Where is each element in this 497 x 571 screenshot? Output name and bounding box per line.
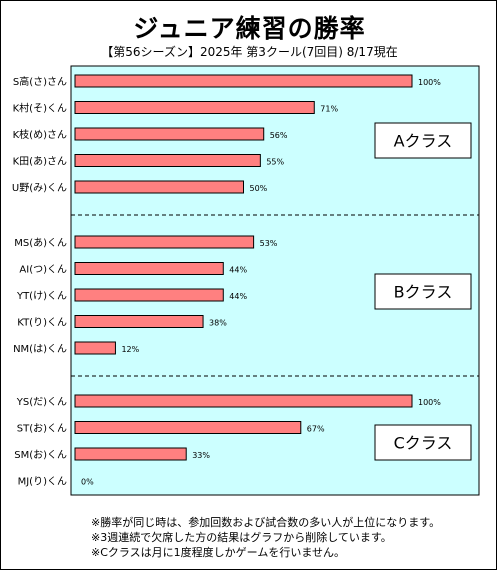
bar [74,154,261,167]
bar [74,235,255,249]
data-label: 44% [229,292,247,301]
data-label: 50% [250,184,268,193]
bar [74,315,204,328]
data-label: 100% [418,78,441,87]
group-label-box [374,424,472,461]
data-label: 33% [192,451,210,460]
bar [74,101,315,114]
chart-subtitle: 【第56シーズン】2025年 第3クール(7回目) 8/17現在 [101,45,398,59]
bar [74,447,187,461]
bar [74,394,413,408]
note-line: ※Cクラスは月に1度程度しかゲームを行いません。 [91,546,346,559]
data-label: 0% [81,478,94,487]
data-label: 12% [121,345,139,354]
data-label: 67% [307,425,325,434]
data-label: 53% [260,239,278,248]
group-label-box [374,273,472,310]
data-label: 38% [209,319,227,328]
chart-title: ジュニア練習の勝率 [133,14,366,43]
group-label: Aクラス [394,132,453,151]
data-label: 44% [229,266,247,275]
category-label: AI(つ)くん [19,264,67,276]
category-label: U野(み)くん [12,182,67,194]
bar [74,180,244,194]
category-label: K田(あ)さん [13,156,67,168]
category-label: KT(り)くん [17,317,67,329]
bar [74,341,116,355]
bar [74,127,265,141]
group-label-box [374,122,472,159]
category-label: YS(だ)くん [16,396,67,408]
data-label: 55% [266,158,284,167]
data-label: 100% [418,398,441,407]
category-label: MS(あ)くん [14,237,67,249]
data-label: 56% [270,131,288,140]
group-label: Cクラス [394,434,453,453]
bar [74,262,224,275]
category-label: NM(は)くん [13,343,67,355]
bar [74,421,302,434]
category-label: MJ(り)くん [18,476,67,488]
category-label: K村(そ)くん [13,102,67,115]
category-label: SM(お)くん [14,449,67,461]
bar [74,74,413,88]
category-label: ST(お)くん [17,423,67,435]
note-line: ※勝率が同じ時は、参加回数および試合数の多い人が上位になります。 [91,516,441,529]
group-label: Bクラス [394,283,453,302]
category-label: YT(け)くん [16,290,67,302]
category-label: S高(さ)さん [13,75,67,88]
category-label: K枝(め)さん [13,128,67,141]
bar [74,288,224,302]
data-label: 71% [320,105,338,114]
note-line: ※3週連続で欠席した方の結果はグラフから削除しています。 [91,531,392,544]
